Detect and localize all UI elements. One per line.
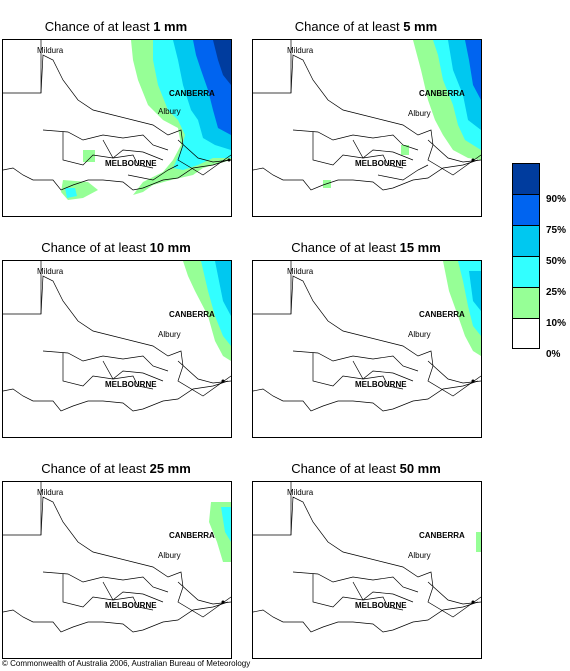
panel-title: Chance of at least 1 mm [0, 19, 232, 34]
prob-90-area [213, 40, 231, 85]
panel-title: Chance of at least 5 mm [250, 19, 482, 34]
map-25mm: Mildura CANBERRA Albury MELBOURNE [2, 481, 232, 659]
label-albury: Albury [408, 330, 431, 339]
prob-10-area-south [401, 145, 409, 155]
title-amount: 1 mm [153, 19, 188, 34]
label-albury: Albury [158, 551, 181, 560]
legend-label-10: 10% [546, 318, 567, 329]
title-amount: 15 mm [399, 240, 441, 255]
state-boundaries [253, 482, 481, 633]
legend-swatch-50 [512, 225, 540, 256]
label-albury: Albury [158, 330, 181, 339]
title-lead: Chance of at least [44, 19, 150, 34]
label-mildura: Mildura [37, 488, 64, 497]
label-albury: Albury [408, 551, 431, 560]
state-boundaries [253, 261, 481, 412]
map-graphic: Mildura CANBERRA Albury MELBOURNE [3, 40, 231, 200]
panel-title: Chance of at least 50 mm [250, 461, 482, 476]
label-mildura: Mildura [37, 267, 64, 276]
label-melbourne: MELBOURNE [355, 380, 407, 389]
label-melbourne: MELBOURNE [105, 601, 157, 610]
map-graphic: Mildura CANBERRA Albury MELBOURNE [3, 261, 231, 412]
copyright-notice: © Commonwealth of Australia 2006, Austra… [2, 659, 251, 668]
panel-title: Chance of at least 15 mm [250, 240, 482, 255]
legend-swatch-90 [512, 163, 540, 194]
legend-label-0: 0% [546, 349, 561, 360]
prob-25-area [221, 507, 231, 542]
label-canberra: CANBERRA [169, 89, 215, 98]
map-50mm: Mildura CANBERRA Albury MELBOURNE [252, 481, 482, 659]
probability-legend: 90% 75% 50% 25% 10% 0% [512, 163, 568, 363]
label-canberra: CANBERRA [419, 89, 465, 98]
panel-title: Chance of at least 10 mm [0, 240, 232, 255]
title-lead: Chance of at least [41, 461, 146, 476]
label-mildura: Mildura [287, 46, 314, 55]
map-10mm: Mildura CANBERRA Albury MELBOURNE [2, 260, 232, 438]
map-graphic: Mildura CANBERRA Albury MELBOURNE [253, 261, 481, 412]
legend-swatch-25 [512, 256, 540, 287]
label-mildura: Mildura [287, 267, 314, 276]
title-lead: Chance of at least [291, 461, 396, 476]
state-boundaries [3, 40, 231, 191]
label-melbourne: MELBOURNE [355, 159, 407, 168]
map-15mm: Mildura CANBERRA Albury MELBOURNE [252, 260, 482, 438]
map-5mm: Mildura CANBERRA Albury MELBOURNE [252, 39, 482, 217]
label-albury: Albury [158, 107, 181, 116]
label-canberra: CANBERRA [169, 310, 215, 319]
prob-50-area [215, 261, 231, 316]
map-graphic: Mildura CANBERRA Albury MELBOURNE [3, 482, 231, 633]
label-canberra: CANBERRA [419, 310, 465, 319]
label-melbourne: MELBOURNE [105, 159, 157, 168]
title-lead: Chance of at least [41, 240, 146, 255]
title-lead: Chance of at least [294, 19, 400, 34]
legend-swatch-75 [512, 194, 540, 225]
legend-swatch-10 [512, 287, 540, 318]
map-graphic: Mildura CANBERRA Albury MELBOURNE [253, 482, 481, 633]
legend-swatch-0 [512, 318, 540, 349]
label-albury: Albury [408, 109, 431, 118]
state-boundaries [253, 40, 481, 191]
label-melbourne: MELBOURNE [355, 601, 407, 610]
legend-label-50: 50% [546, 256, 567, 267]
map-graphic: Mildura CANBERRA Albury MELBOURNE [253, 40, 481, 191]
label-canberra: CANBERRA [169, 531, 215, 540]
title-amount: 5 mm [403, 19, 438, 34]
label-mildura: Mildura [37, 46, 64, 55]
legend-label-25: 25% [546, 287, 567, 298]
title-amount: 10 mm [149, 240, 191, 255]
prob-10-area-central [83, 150, 95, 162]
prob-25-area-west [65, 188, 77, 198]
prob-50-area [469, 271, 481, 311]
map-1mm: Mildura CANBERRA Albury MELBOURNE [2, 39, 232, 217]
legend-label-75: 75% [546, 225, 567, 236]
label-melbourne: MELBOURNE [105, 380, 157, 389]
panel-title: Chance of at least 25 mm [0, 461, 232, 476]
state-boundaries [3, 261, 231, 412]
title-lead: Chance of at least [291, 240, 396, 255]
label-mildura: Mildura [287, 488, 314, 497]
state-boundaries [3, 482, 231, 633]
prob-75-area [465, 40, 481, 100]
title-amount: 50 mm [399, 461, 441, 476]
legend-label-90: 90% [546, 194, 567, 205]
label-canberra: CANBERRA [419, 531, 465, 540]
prob-10-area [476, 532, 481, 552]
title-amount: 25 mm [149, 461, 191, 476]
